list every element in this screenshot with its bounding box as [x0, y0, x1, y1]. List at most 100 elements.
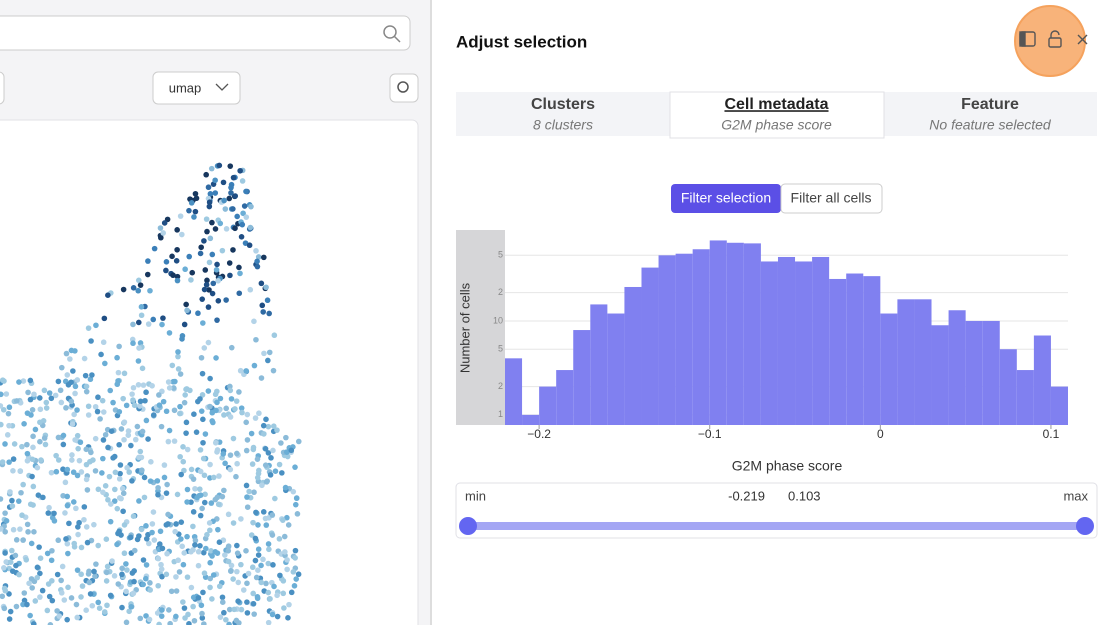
- cell-point: [90, 457, 96, 463]
- cell-point: [284, 566, 290, 573]
- cell-point: [6, 404, 13, 411]
- cell-point: [160, 315, 166, 321]
- active-tab[interactable]: [669, 91, 885, 139]
- cell-point: [250, 444, 257, 451]
- cell-point: [203, 281, 210, 288]
- cell-point: [210, 572, 217, 578]
- cell-point: [114, 381, 121, 388]
- cell-point: [191, 214, 197, 220]
- cell-point: [254, 474, 261, 481]
- cell-point: [26, 580, 32, 587]
- bar: [556, 370, 574, 425]
- filter-all-button[interactable]: [780, 183, 883, 214]
- cell-point: [243, 548, 249, 554]
- cell-point: [70, 499, 77, 505]
- cell-point: [108, 428, 115, 435]
- projection-dropdown[interactable]: [152, 71, 241, 105]
- cell-point: [195, 562, 202, 569]
- cell-point: [199, 615, 206, 621]
- cell-point: [216, 473, 222, 479]
- cell-point: [215, 501, 222, 508]
- cell-point: [272, 495, 278, 502]
- cell-point: [260, 422, 267, 429]
- cell-point: [79, 583, 86, 589]
- cell-point: [180, 561, 187, 568]
- cell-point: [268, 455, 274, 461]
- cell-point: [136, 454, 142, 461]
- cell-point: [100, 339, 107, 346]
- cell-point: [204, 228, 210, 235]
- bar: [880, 313, 898, 425]
- cell-point: [238, 561, 244, 568]
- cell-point: [129, 391, 135, 397]
- cell-point: [200, 439, 206, 446]
- settings-button[interactable]: [389, 73, 419, 103]
- cell-point: [37, 419, 43, 426]
- close-icon[interactable]: [1077, 34, 1088, 45]
- cell-point: [259, 302, 266, 309]
- cell-point: [29, 407, 36, 413]
- cell-point: [25, 389, 31, 396]
- cell-point: [101, 315, 108, 322]
- cell-point: [137, 403, 143, 409]
- cell-point: [163, 267, 169, 274]
- filter-selection-button[interactable]: [671, 184, 781, 213]
- cell-point: [6, 422, 12, 429]
- cell-point: [163, 571, 170, 578]
- cell-point: [234, 550, 241, 556]
- cell-point: [204, 531, 210, 538]
- cell-point: [7, 608, 14, 615]
- partial-button[interactable]: [0, 71, 5, 105]
- cell-point: [207, 559, 213, 566]
- cell-point: [209, 418, 215, 424]
- unlock-icon[interactable]: [1048, 30, 1062, 48]
- slider-handle[interactable]: [459, 517, 477, 535]
- cell-point: [130, 384, 137, 391]
- bar: [812, 256, 830, 425]
- cell-point: [74, 614, 81, 621]
- cell-point: [100, 489, 106, 496]
- cell-point: [284, 557, 290, 563]
- cell-point: [158, 566, 165, 572]
- cell-point: [181, 399, 188, 406]
- cell-point: [175, 349, 181, 355]
- slider-handle[interactable]: [1076, 517, 1094, 535]
- cell-point: [236, 264, 242, 271]
- cell-point: [0, 421, 4, 428]
- cell-point: [233, 473, 239, 480]
- cell-point: [155, 484, 161, 491]
- cell-point: [225, 558, 232, 565]
- cell-point: [65, 550, 71, 557]
- cell-point: [120, 490, 127, 497]
- cell-point: [207, 235, 214, 242]
- cell-point: [87, 591, 94, 597]
- cell-point: [225, 543, 232, 549]
- cell-point: [2, 528, 8, 535]
- cell-point: [201, 238, 207, 244]
- cell-point: [175, 366, 182, 372]
- cell-point: [276, 536, 283, 542]
- cell-point: [144, 271, 151, 278]
- cell-point: [160, 230, 167, 236]
- cell-point: [151, 537, 158, 543]
- cell-point: [131, 402, 138, 409]
- cell-point: [293, 576, 300, 582]
- cell-point: [220, 179, 227, 186]
- cell-point: [284, 453, 291, 460]
- cell-point: [203, 545, 209, 552]
- cell-point: [44, 607, 51, 614]
- search-box[interactable]: [0, 15, 411, 51]
- cell-point: [60, 441, 67, 448]
- cell-point: [214, 399, 220, 406]
- cell-point: [16, 571, 22, 578]
- cell-point: [137, 398, 144, 405]
- cell-point: [181, 467, 187, 474]
- dock-icon[interactable]: [1019, 31, 1036, 47]
- cell-point: [143, 562, 150, 568]
- cell-point: [205, 388, 212, 394]
- cell-point: [95, 486, 102, 493]
- cell-point: [78, 594, 84, 600]
- cell-point: [147, 587, 154, 593]
- cell-point: [103, 569, 110, 576]
- cell-point: [265, 357, 271, 364]
